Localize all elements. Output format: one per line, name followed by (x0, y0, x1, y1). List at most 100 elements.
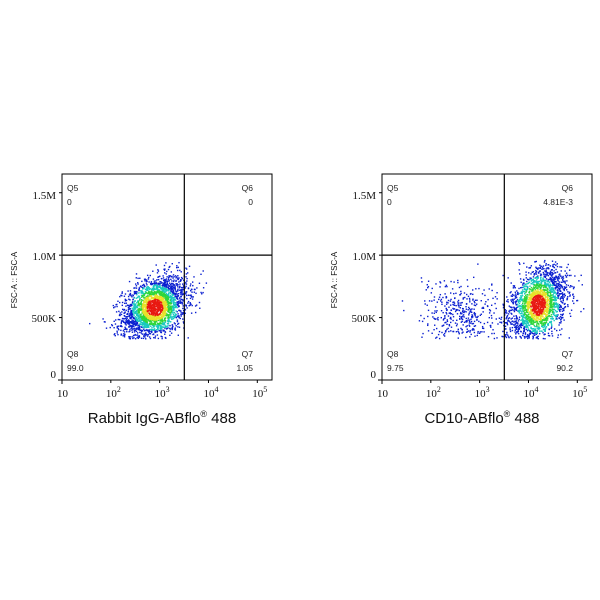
event-point (144, 297, 146, 299)
event-point (176, 297, 179, 300)
event-point (169, 295, 172, 298)
x-tick-label: 10 (57, 388, 69, 400)
event-point (471, 289, 474, 291)
event-point (538, 267, 540, 269)
event-point (129, 313, 131, 315)
event-point (525, 274, 527, 276)
event-point (544, 295, 546, 297)
event-point (563, 296, 565, 298)
event-point (541, 319, 544, 321)
event-point (131, 328, 134, 330)
event-point (509, 306, 512, 308)
event-point (516, 324, 518, 327)
event-point (153, 307, 156, 310)
event-point (547, 283, 550, 285)
event-point (502, 303, 504, 305)
event-point (135, 273, 138, 275)
event-point (512, 285, 515, 287)
event-point (165, 287, 167, 289)
event-point (544, 284, 546, 286)
event-point (131, 311, 133, 313)
event-point (551, 273, 554, 276)
event-point (533, 329, 536, 332)
x-tick-label: 105 (252, 385, 267, 400)
event-point (533, 333, 535, 335)
event-point (508, 320, 510, 322)
event-point (518, 310, 520, 313)
event-point (551, 317, 554, 320)
event-point (530, 310, 532, 312)
event-point (558, 324, 560, 326)
event-point (520, 331, 522, 333)
event-point (552, 296, 555, 298)
event-point (131, 320, 133, 323)
event-point (548, 313, 550, 315)
event-point (515, 301, 517, 303)
event-point (433, 312, 436, 314)
event-point (164, 320, 167, 322)
event-point (167, 314, 170, 316)
event-point (521, 293, 523, 295)
event-point (149, 309, 152, 311)
event-point (496, 298, 498, 300)
event-point (133, 303, 136, 305)
event-point (560, 295, 563, 298)
event-point (169, 316, 172, 318)
event-point (558, 277, 561, 279)
event-point (163, 287, 165, 290)
event-point (536, 287, 538, 290)
event-point (455, 325, 458, 327)
event-point (529, 285, 531, 287)
event-point (515, 327, 518, 330)
event-point (168, 282, 171, 284)
event-point (507, 319, 509, 321)
event-point (478, 287, 480, 290)
event-point (446, 328, 448, 331)
event-point (505, 322, 507, 324)
event-point (159, 285, 161, 287)
event-point (440, 316, 442, 319)
event-point (164, 295, 167, 298)
event-point (532, 287, 534, 289)
event-point (520, 305, 523, 308)
event-point (466, 279, 469, 281)
event-point (473, 276, 475, 279)
event-point (442, 324, 445, 326)
event-point (154, 337, 156, 339)
event-point (171, 282, 173, 285)
event-point (124, 326, 126, 328)
event-point (176, 269, 179, 272)
event-point (152, 317, 154, 320)
event-point (523, 283, 525, 285)
event-point (457, 279, 459, 282)
event-point (539, 266, 542, 268)
event-point (450, 298, 452, 301)
event-point (135, 297, 138, 299)
event-point (433, 296, 436, 298)
event-point (532, 328, 535, 330)
event-point (140, 304, 142, 306)
event-point (159, 275, 161, 277)
event-point (172, 283, 175, 285)
event-point (528, 321, 530, 323)
event-point (177, 277, 179, 279)
event-point (159, 308, 161, 310)
event-point (536, 318, 538, 320)
event-point (198, 282, 201, 284)
scatter-points (89, 261, 208, 340)
event-point (562, 298, 564, 300)
event-point (175, 266, 178, 269)
event-point (538, 283, 541, 286)
event-point (136, 314, 139, 316)
event-point (506, 314, 509, 317)
event-point (574, 275, 576, 277)
event-point (163, 300, 165, 303)
event-point (431, 287, 433, 290)
event-point (186, 277, 188, 280)
event-point (530, 299, 533, 301)
event-point (558, 288, 561, 291)
event-point (143, 334, 145, 337)
event-point (169, 305, 171, 307)
event-point (145, 334, 147, 336)
event-point (568, 291, 571, 294)
